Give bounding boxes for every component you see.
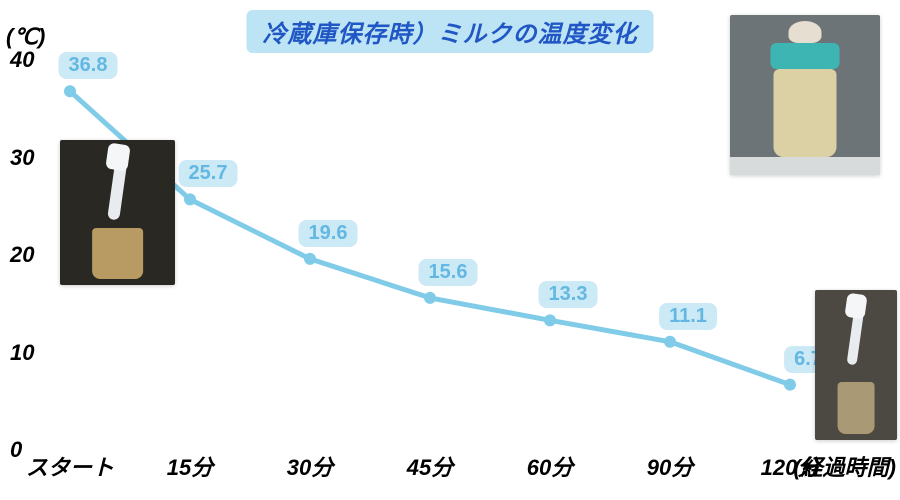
chart-title: 冷蔵庫保存時）ミルクの温度変化 bbox=[247, 10, 654, 53]
data-point bbox=[304, 253, 316, 265]
thermometer-end-photo bbox=[815, 290, 897, 440]
chart-container: 冷蔵庫保存時）ミルクの温度変化 (℃) (経過時間) 010203040スタート… bbox=[0, 0, 900, 500]
thermometer-start-photo bbox=[60, 140, 175, 285]
data-point bbox=[184, 193, 196, 205]
series-line bbox=[70, 91, 790, 384]
data-point bbox=[424, 292, 436, 304]
data-point bbox=[544, 314, 556, 326]
data-point bbox=[784, 379, 796, 391]
data-point bbox=[664, 336, 676, 348]
data-point bbox=[64, 85, 76, 97]
bottle-fridge-photo bbox=[730, 15, 880, 175]
